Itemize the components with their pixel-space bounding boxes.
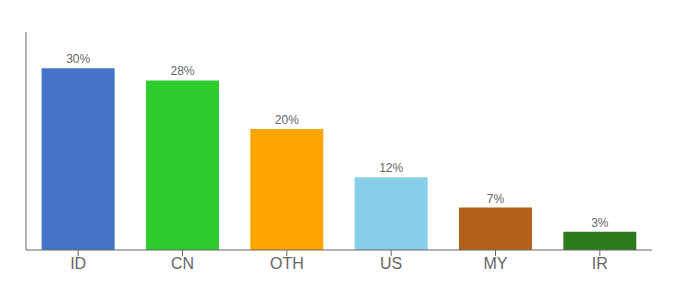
svg-text:MY: MY (484, 255, 508, 272)
svg-text:30%: 30% (66, 52, 90, 66)
svg-text:7%: 7% (487, 192, 505, 206)
svg-text:28%: 28% (170, 64, 194, 78)
svg-text:OTH: OTH (270, 255, 304, 272)
svg-text:CN: CN (171, 255, 194, 272)
svg-text:20%: 20% (275, 113, 299, 127)
svg-text:US: US (380, 255, 402, 272)
svg-text:12%: 12% (379, 161, 403, 175)
svg-text:3%: 3% (591, 216, 609, 230)
svg-text:ID: ID (70, 255, 86, 272)
svg-text:IR: IR (592, 255, 608, 272)
